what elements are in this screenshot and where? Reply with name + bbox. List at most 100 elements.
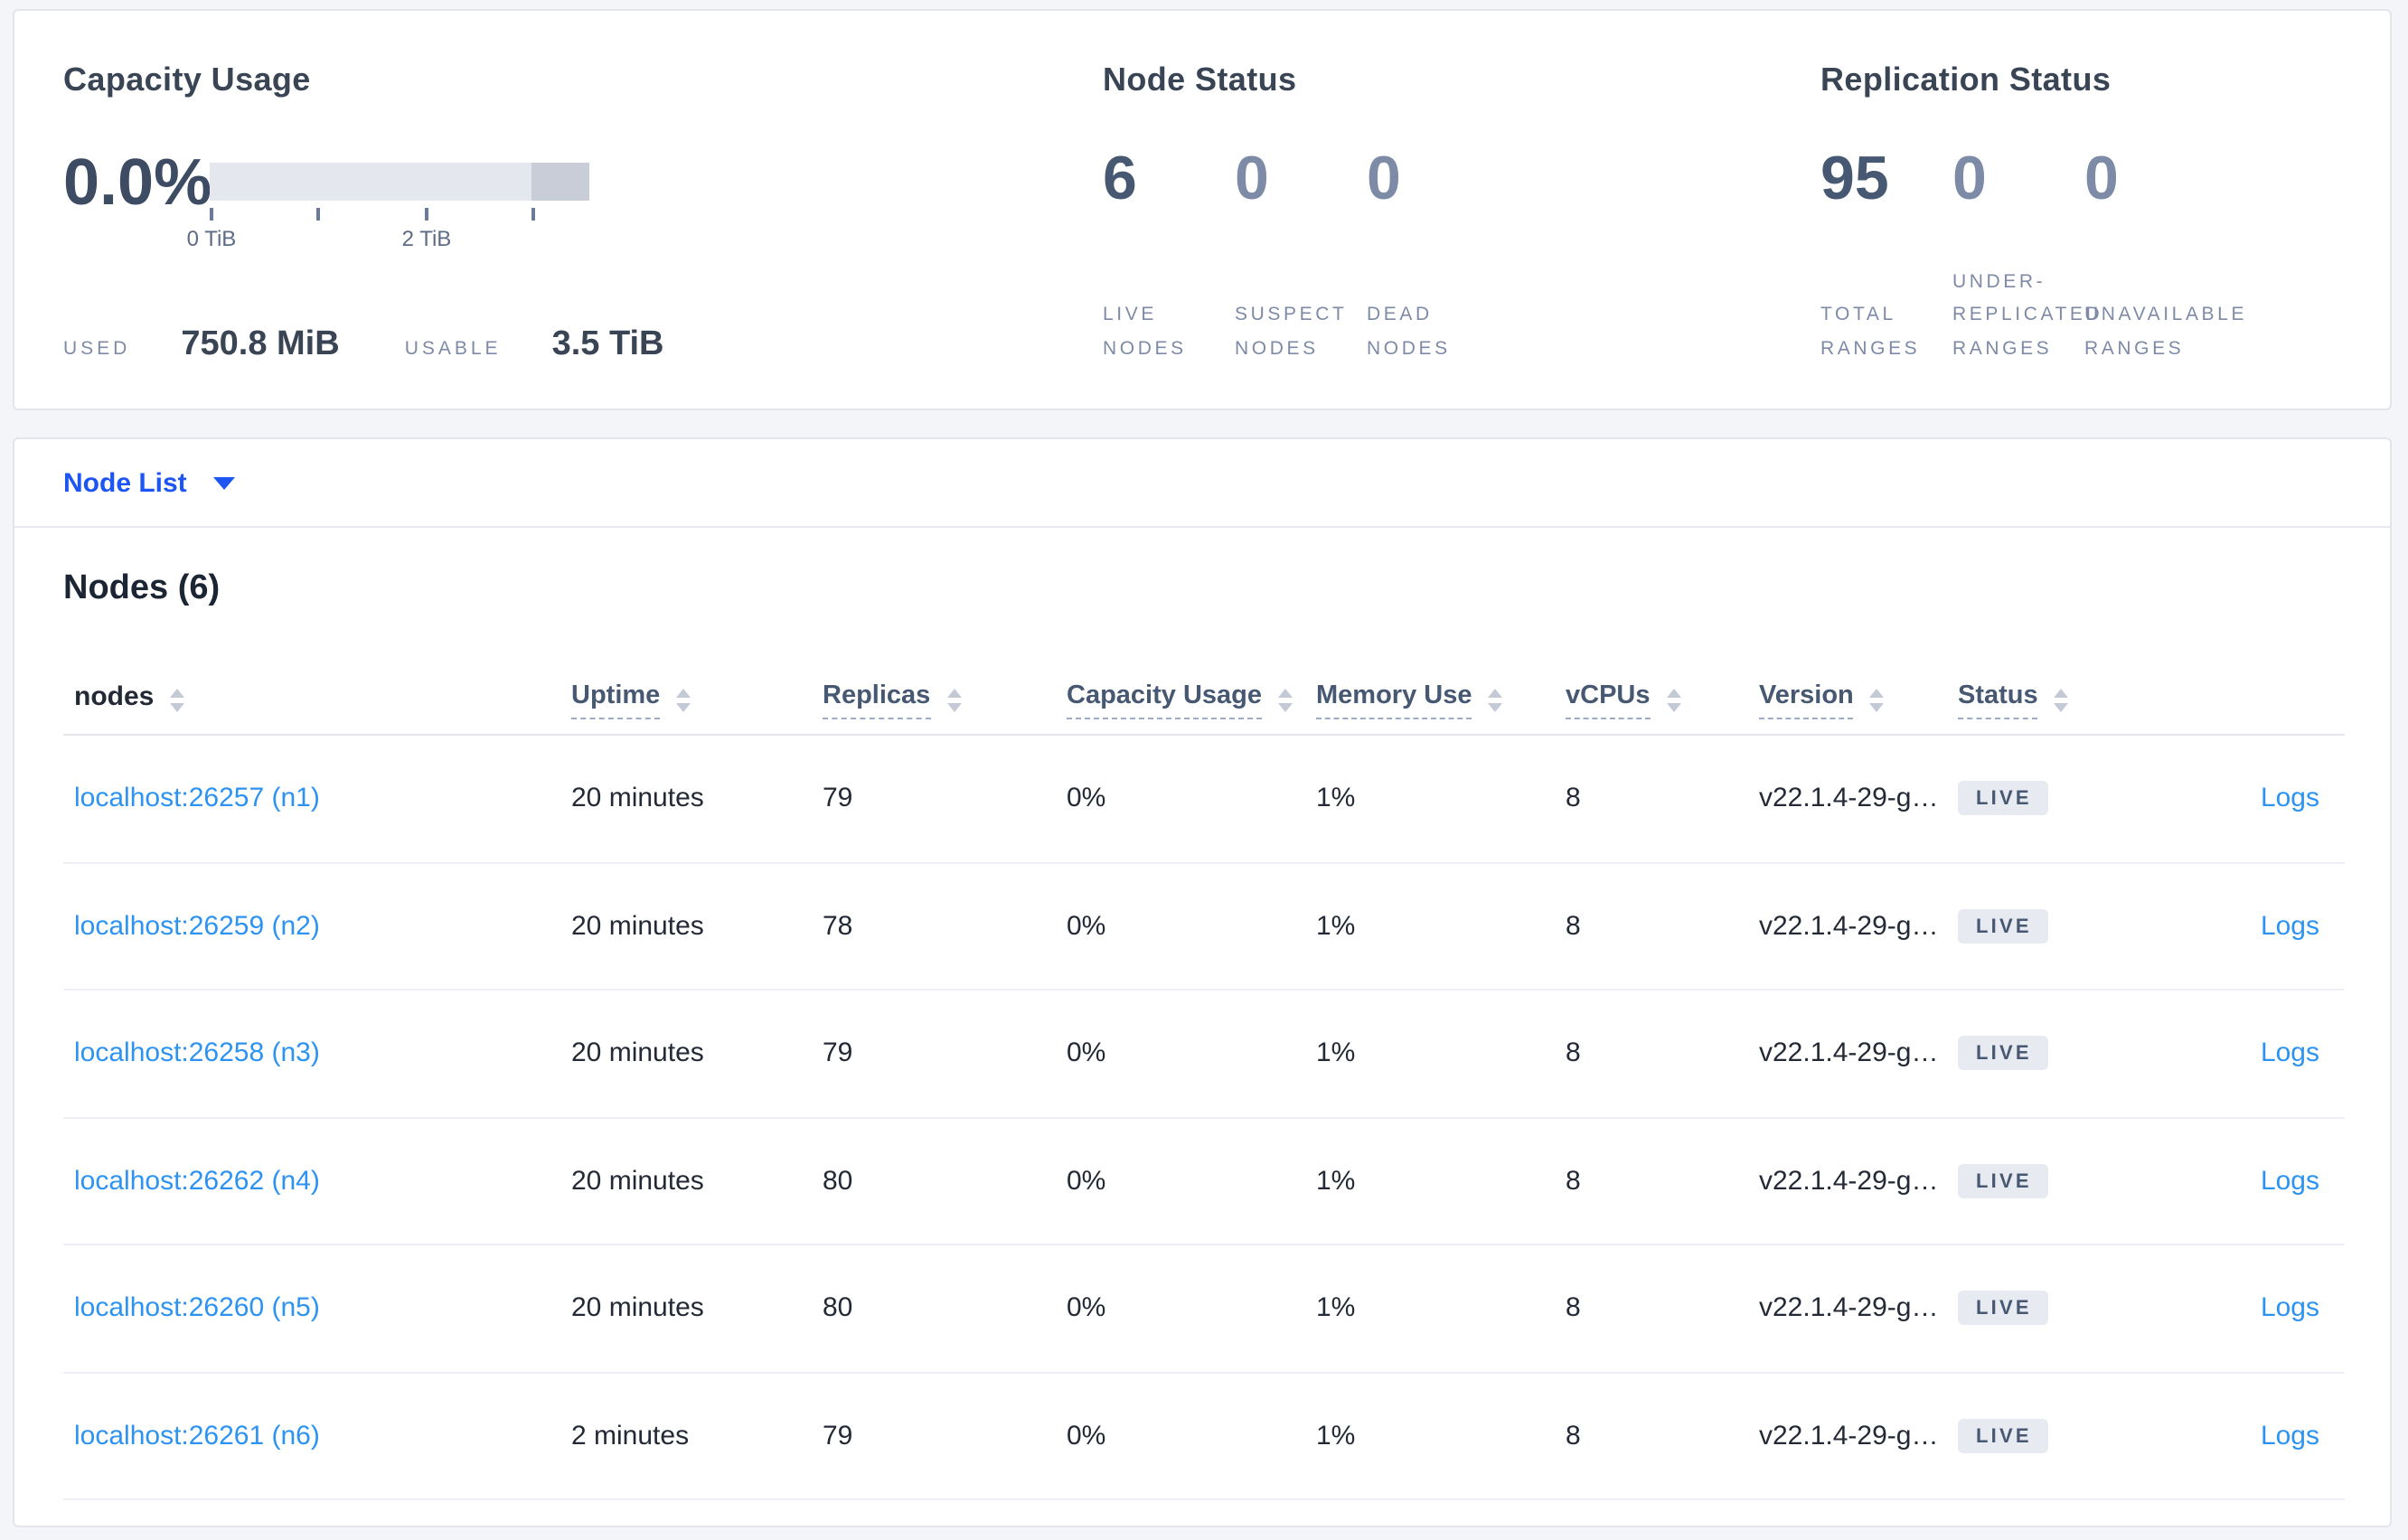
memory-cell: 1%	[1316, 1292, 1356, 1324]
capacity-axis-tick	[210, 208, 213, 221]
sort-icon[interactable]	[1278, 688, 1293, 711]
usable-label: USABLE	[404, 338, 502, 360]
unavailable-ranges-count: 0	[2084, 145, 2119, 213]
node-list-dropdown[interactable]: Node List	[14, 439, 2390, 528]
replicas-cell: 79	[823, 1038, 853, 1069]
capacity-used-percent: 0.0%	[63, 145, 212, 219]
uptime-cell: 20 minutes	[571, 1165, 704, 1197]
uptime-cell: 20 minutes	[571, 1292, 704, 1324]
status-badge: LIVE	[1958, 1036, 2048, 1071]
node-link[interactable]: localhost:26262 (n4)	[74, 1165, 320, 1197]
memory-cell: 1%	[1316, 1165, 1356, 1197]
column-header-memory-use[interactable]: Memory Use	[1316, 681, 1566, 718]
sort-icon[interactable]	[170, 688, 185, 711]
replication-values: 95 0 0	[1820, 145, 2216, 215]
vcpus-cell: 8	[1566, 1420, 1581, 1451]
used-value: 750.8 MiB	[181, 325, 340, 363]
logs-link[interactable]: Logs	[2260, 1420, 2319, 1451]
capacity-cell: 0%	[1067, 1165, 1106, 1197]
capacity-usage-bar	[210, 163, 589, 201]
sort-icon[interactable]	[1666, 688, 1681, 711]
version-cell: v22.1.4-29-g…	[1759, 1038, 1939, 1069]
table-row: localhost:26257 (n1) 20 minutes 79 0% 1%…	[63, 736, 2345, 863]
replicas-cell: 79	[823, 783, 853, 814]
unavailable-ranges-label: UNAVAILABLE RANGES	[2084, 304, 2248, 360]
status-badge: LIVE	[1958, 1291, 2048, 1326]
memory-cell: 1%	[1316, 1038, 1356, 1069]
node-status-values: 6 0 0	[1103, 145, 1499, 215]
table-row: localhost:26260 (n5) 20 minutes 80 0% 1%…	[63, 1245, 2345, 1373]
node-status-title: Node Status	[1103, 61, 1297, 98]
capacity-cell: 0%	[1067, 910, 1106, 942]
memory-cell: 1%	[1316, 1420, 1356, 1451]
replicas-cell: 80	[823, 1292, 853, 1324]
column-header-capacity-usage[interactable]: Capacity Usage	[1067, 681, 1316, 718]
node-status-labels: LIVE NODES SUSPECT NODES DEAD NODES	[1103, 299, 1499, 366]
uptime-cell: 20 minutes	[571, 783, 704, 814]
table-row: localhost:26258 (n3) 20 minutes 79 0% 1%…	[63, 991, 2345, 1118]
live-nodes-label: LIVE NODES	[1103, 304, 1187, 360]
replication-labels: TOTAL RANGES UNDER-REPLICATED RANGES UNA…	[1820, 266, 2247, 365]
vcpus-cell: 8	[1566, 1038, 1581, 1069]
status-badge: LIVE	[1958, 908, 2048, 944]
sort-icon[interactable]	[2054, 688, 2069, 711]
memory-cell: 1%	[1316, 783, 1356, 814]
nodes-section-title: Nodes (6)	[63, 569, 221, 607]
node-list-dropdown-label[interactable]: Node List	[63, 467, 187, 498]
capacity-usage-title: Capacity Usage	[63, 61, 311, 98]
version-cell: v22.1.4-29-g…	[1759, 1292, 1939, 1324]
uptime-cell: 20 minutes	[571, 910, 704, 942]
vcpus-cell: 8	[1566, 910, 1581, 942]
logs-link[interactable]: Logs	[2260, 783, 2319, 814]
column-header-uptime[interactable]: Uptime	[571, 681, 823, 718]
column-header-version[interactable]: Version	[1759, 681, 1958, 718]
vcpus-cell: 8	[1566, 1292, 1581, 1324]
version-cell: v22.1.4-29-g…	[1759, 783, 1939, 814]
capacity-stats-row: USED 750.8 MiB USABLE 3.5 TiB	[63, 325, 664, 365]
sort-icon[interactable]	[1869, 688, 1885, 711]
capacity-axis-tick	[316, 208, 320, 221]
logs-link[interactable]: Logs	[2260, 910, 2319, 942]
capacity-tick-label-2: 2 TiB	[401, 226, 452, 251]
logs-link[interactable]: Logs	[2260, 1038, 2319, 1069]
node-link[interactable]: localhost:26260 (n5)	[74, 1292, 320, 1324]
node-status-section: Node Status 6 0 0 LIVE NODES SUSPECT NOD…	[1103, 11, 1717, 408]
suspect-nodes-label: SUSPECT NODES	[1235, 304, 1348, 360]
column-header-vcpus[interactable]: vCPUs	[1566, 681, 1759, 718]
uptime-cell: 2 minutes	[571, 1420, 690, 1451]
capacity-tick-label-0: 0 TiB	[186, 226, 237, 251]
node-link[interactable]: localhost:26259 (n2)	[74, 910, 320, 942]
replication-status-title: Replication Status	[1820, 61, 2112, 98]
table-row: localhost:26261 (n6) 2 minutes 79 0% 1% …	[63, 1373, 2345, 1500]
nodes-table: nodes Uptime Replicas Capacity Usage Mem…	[63, 665, 2345, 1500]
version-cell: v22.1.4-29-g…	[1759, 1420, 1939, 1451]
node-link[interactable]: localhost:26261 (n6)	[74, 1420, 320, 1451]
column-header-status[interactable]: Status	[1958, 681, 2160, 718]
cluster-summary-card: Capacity Usage 0.0% 0 TiB 2 TiB USED 750…	[13, 9, 2392, 410]
column-header-replicas[interactable]: Replicas	[823, 681, 1067, 718]
capacity-cell: 0%	[1067, 783, 1106, 814]
vcpus-cell: 8	[1566, 783, 1581, 814]
replicas-cell: 78	[823, 910, 853, 942]
node-link[interactable]: localhost:26258 (n3)	[74, 1038, 320, 1069]
sort-icon[interactable]	[676, 688, 691, 711]
sort-icon[interactable]	[946, 688, 962, 711]
memory-cell: 1%	[1316, 910, 1356, 942]
table-row: localhost:26262 (n4) 20 minutes 80 0% 1%…	[63, 1118, 2345, 1245]
logs-link[interactable]: Logs	[2260, 1165, 2319, 1197]
sort-icon[interactable]	[1488, 688, 1503, 711]
node-list-card: Node List Nodes (6) nodes Uptime Replica…	[13, 437, 2392, 1527]
dead-nodes-count: 0	[1367, 145, 1401, 213]
capacity-cell: 0%	[1067, 1292, 1106, 1324]
capacity-axis-tick	[425, 208, 428, 221]
logs-link[interactable]: Logs	[2260, 1292, 2319, 1324]
capacity-axis-tick	[531, 208, 535, 221]
node-link[interactable]: localhost:26257 (n1)	[74, 783, 320, 814]
capacity-usage-section: Capacity Usage 0.0% 0 TiB 2 TiB USED 750…	[63, 11, 1021, 408]
suspect-nodes-count: 0	[1235, 145, 1269, 213]
vcpus-cell: 8	[1566, 1165, 1581, 1197]
column-header-nodes[interactable]: nodes	[63, 681, 571, 718]
table-row: localhost:26259 (n2) 20 minutes 78 0% 1%…	[63, 863, 2345, 991]
capacity-cell: 0%	[1067, 1038, 1106, 1069]
